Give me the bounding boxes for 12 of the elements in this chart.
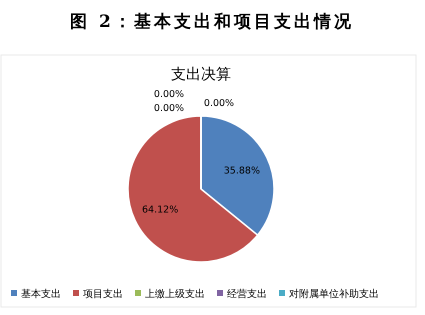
text: 0.00%	[154, 103, 184, 114]
legend-label: 项目支出	[83, 288, 123, 300]
legend-label: 经营支出	[227, 288, 267, 300]
text: 0.00%	[204, 98, 234, 109]
chart-title: 图 2：基本支出和项目支出情况	[70, 12, 354, 32]
legend-label: 基本支出	[21, 288, 61, 300]
text: 0.00%	[154, 89, 184, 100]
legend-label: 对附属单位补助支出	[289, 288, 379, 300]
data-label: 35.88%	[224, 166, 260, 177]
data-label: 64.12%	[142, 204, 178, 216]
chart-subtitle: 支出决算	[171, 65, 231, 83]
legend-label: 上缴上级支出	[145, 288, 205, 300]
